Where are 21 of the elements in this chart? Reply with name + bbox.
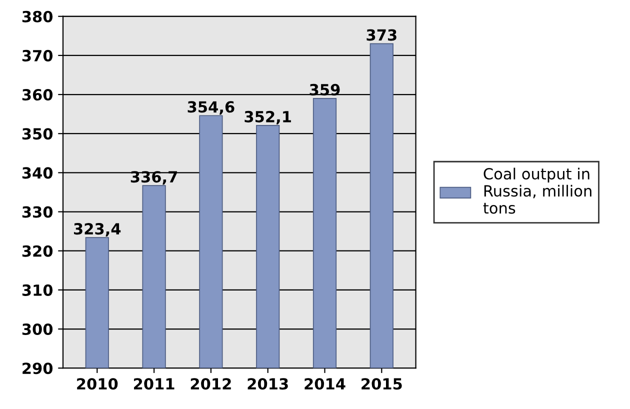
y-tick-label: 310 [22, 284, 53, 296]
x-tick-label: 2014 [304, 378, 346, 390]
x-tick-label: 2010 [77, 378, 118, 390]
data-label: 354,6 [188, 101, 234, 115]
y-tick-label: 380 [22, 10, 53, 22]
data-label: 373 [366, 29, 396, 41]
y-tick-label: 290 [22, 362, 53, 374]
x-tick-label: 2012 [190, 378, 231, 390]
data-label: 352,1 [244, 110, 291, 124]
y-tick-label: 300 [22, 323, 53, 336]
x-tick-label: 2013 [248, 378, 288, 390]
y-tick-label: 330 [22, 206, 53, 218]
y-tick-label: 340 [22, 167, 53, 179]
legend-label: Coal output in Russia, million tons [483, 168, 592, 214]
x-tick-label: 2015 [362, 378, 402, 390]
y-tick-label: 370 [22, 50, 53, 62]
y-tick-label: 350 [22, 128, 53, 140]
x-tick-label: 2011 [134, 378, 174, 390]
y-tick-label: 360 [22, 88, 53, 101]
data-label: 323,4 [74, 223, 121, 237]
y-tick-label: 320 [22, 245, 53, 257]
